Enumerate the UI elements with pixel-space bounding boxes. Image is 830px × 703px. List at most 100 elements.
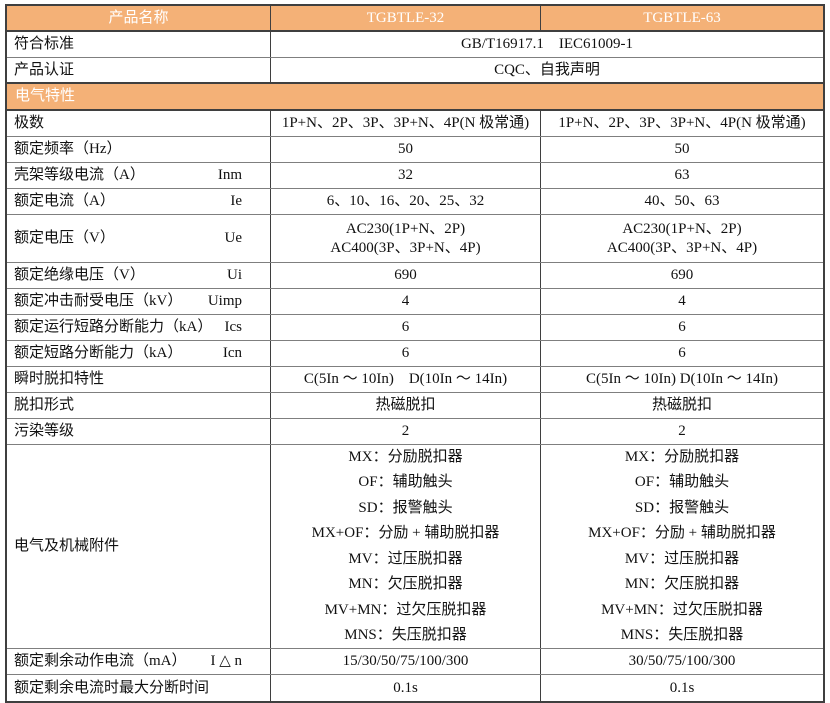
value-model-b: 2 — [540, 419, 823, 444]
certification-value: CQC、自我声明 — [270, 58, 823, 82]
accessories-list: MX：分励脱扣器 OF：辅助触头 SD：报警触头 MX+OF：分励 + 辅助脱扣… — [271, 445, 540, 648]
accessory-item: MN：欠压脱扣器 — [348, 576, 463, 593]
row-label: 额定电流（A） Ie — [7, 189, 270, 214]
spec-row-ultimate-breaking: 额定短路分断能力（kA） Icn 6 6 — [7, 341, 823, 367]
value-model-a: 6、10、16、20、25、32 — [270, 189, 540, 214]
accessory-item: MV+MN：过欠压脱扣器 — [601, 601, 763, 618]
accessories-list: MX：分励脱扣器 OF：辅助触头 SD：报警触头 MX+OF：分励 + 辅助脱扣… — [541, 445, 823, 648]
row-symbol: Icn — [222, 345, 242, 362]
certification-label: 产品认证 — [14, 61, 75, 78]
spec-row-poles: 极数 1P+N、2P、3P、3P+N、4P(N 极常通) 1P+N、2P、3P、… — [7, 111, 823, 137]
value-model-b: 30/50/75/100/300 — [540, 649, 823, 674]
row-symbol: Ie — [230, 193, 242, 210]
row-symbol: I △ n — [210, 653, 242, 670]
spec-row-impulse-voltage: 额定冲击耐受电压（kV） Uimp 4 4 — [7, 289, 823, 315]
value-model-a: 6 — [270, 341, 540, 366]
value-model-a: 690 — [270, 263, 540, 288]
row-label: 额定冲击耐受电压（kV） Uimp — [7, 289, 270, 314]
row-symbol: Ui — [227, 267, 242, 284]
value-model-a: 热磁脱扣 — [270, 393, 540, 418]
header-model-a: TGBTLE-32 — [270, 6, 540, 30]
row-label: 额定剩余电流时最大分断时间 — [7, 675, 270, 701]
accessory-item: MV：过压脱扣器 — [348, 550, 463, 567]
value-model-b: 4 — [540, 289, 823, 314]
row-label: 极数 — [7, 111, 270, 136]
spec-row-pollution-degree: 污染等级 2 2 — [7, 419, 823, 445]
standards-value: GB/T16917.1 IEC61009-1 — [270, 32, 823, 57]
certification-row: 产品认证 CQC、自我声明 — [7, 58, 823, 84]
row-label-text: 额定短路分断能力（kA） — [14, 345, 183, 362]
spec-row-frequency: 额定频率（Hz） 50 50 — [7, 137, 823, 163]
value-model-b: 热磁脱扣 — [540, 393, 823, 418]
value-model-a: 6 — [270, 315, 540, 340]
product-spec-table: 产品名称 TGBTLE-32 TGBTLE-63 符合标准 GB/T16917.… — [5, 4, 825, 703]
row-label-text: 额定剩余电流时最大分断时间 — [14, 679, 210, 696]
value-model-b: 63 — [540, 163, 823, 188]
accessory-item: SD：报警触头 — [358, 499, 453, 516]
accessory-item: MV：过压脱扣器 — [624, 550, 740, 567]
row-label: 额定剩余动作电流（mA） I △ n — [7, 649, 270, 674]
row-label-text: 极数 — [14, 115, 45, 132]
value-model-a: AC230(1P+N、2P) AC400(3P、3P+N、4P) — [270, 215, 540, 262]
spec-row-rated-current: 额定电流（A） Ie 6、10、16、20、25、32 40、50、63 — [7, 189, 823, 215]
row-symbol: Ics — [224, 319, 243, 336]
table-header-row: 产品名称 TGBTLE-32 TGBTLE-63 — [7, 6, 823, 32]
row-label: 额定频率（Hz） — [7, 137, 270, 162]
section-electrical-row: 电气特性 — [7, 84, 823, 111]
row-label: 瞬时脱扣特性 — [7, 367, 270, 392]
voltage-line-2: AC400(3P、3P+N、4P) — [606, 239, 758, 256]
row-label: 污染等级 — [7, 419, 270, 444]
value-model-b: 6 — [540, 315, 823, 340]
spec-row-residual-current: 额定剩余动作电流（mA） I △ n 15/30/50/75/100/300 3… — [7, 649, 823, 675]
value-model-b: 1P+N、2P、3P、3P+N、4P(N 极常通) — [540, 111, 823, 136]
value-model-b: 690 — [540, 263, 823, 288]
value-model-b: 50 — [540, 137, 823, 162]
row-label-text: 壳架等级电流（A） — [14, 167, 145, 184]
accessory-item: MX+OF：分励 + 辅助脱扣器 — [311, 525, 500, 542]
accessory-item: MNS：失压脱扣器 — [344, 627, 467, 644]
accessory-item: MV+MN：过欠压脱扣器 — [324, 601, 487, 618]
row-label-text: 额定频率（Hz） — [14, 141, 122, 158]
row-label-text: 额定电流（A） — [14, 193, 115, 210]
row-label-text: 瞬时脱扣特性 — [14, 371, 105, 388]
spec-row-rated-voltage: 额定电压（V） Ue AC230(1P+N、2P) AC400(3P、3P+N、… — [7, 215, 823, 263]
row-symbol: Uimp — [207, 293, 242, 310]
header-model-b: TGBTLE-63 — [540, 6, 823, 30]
accessory-item: MX+OF：分励 + 辅助脱扣器 — [588, 525, 776, 542]
voltage-line-1: AC230(1P+N、2P) — [345, 220, 466, 237]
row-label: 额定短路分断能力（kA） Icn — [7, 341, 270, 366]
value-model-b: 6 — [540, 341, 823, 366]
spec-row-breaking-time: 额定剩余电流时最大分断时间 0.1s 0.1s — [7, 675, 823, 701]
value-model-a: 15/30/50/75/100/300 — [270, 649, 540, 674]
spec-row-instant-trip: 瞬时脱扣特性 C(5In ～ 10In) D(10In ～ 14In) C(5I… — [7, 367, 823, 393]
value-model-a: 0.1s — [270, 675, 540, 701]
accessory-item: MX：分励脱扣器 — [348, 448, 463, 465]
row-label: 壳架等级电流（A） Inm — [7, 163, 270, 188]
value-model-a: 2 — [270, 419, 540, 444]
row-label: 额定绝缘电压（V） Ui — [7, 263, 270, 288]
row-symbol: Ue — [224, 230, 243, 247]
row-label-text: 额定电压（V） — [14, 230, 115, 247]
standards-row: 符合标准 GB/T16917.1 IEC61009-1 — [7, 32, 823, 58]
value-model-a: MX：分励脱扣器 OF：辅助触头 SD：报警触头 MX+OF：分励 + 辅助脱扣… — [270, 445, 540, 648]
value-model-b: 0.1s — [540, 675, 823, 701]
accessory-item: MN：欠压脱扣器 — [624, 576, 740, 593]
row-label-text: 额定绝缘电压（V） — [14, 267, 145, 284]
value-model-b: MX：分励脱扣器 OF：辅助触头 SD：报警触头 MX+OF：分励 + 辅助脱扣… — [540, 445, 823, 648]
row-label-text: 额定冲击耐受电压（kV） — [14, 293, 183, 310]
standards-label: 符合标准 — [14, 36, 75, 53]
accessory-item: MNS：失压脱扣器 — [620, 627, 744, 644]
accessory-item: OF：辅助触头 — [358, 474, 453, 491]
row-label: 额定运行短路分断能力（kA） Ics — [7, 315, 270, 340]
value-model-a: 50 — [270, 137, 540, 162]
accessory-item: OF：辅助触头 — [634, 474, 730, 491]
accessory-item: SD：报警触头 — [634, 499, 730, 516]
voltage-line-2: AC400(3P、3P+N、4P) — [330, 239, 481, 256]
accessory-item: MX：分励脱扣器 — [624, 448, 740, 465]
value-model-b: 40、50、63 — [540, 189, 823, 214]
header-product-name: 产品名称 — [108, 9, 169, 26]
voltage-line-1: AC230(1P+N、2P) — [622, 220, 742, 237]
spec-row-trip-type: 脱扣形式 热磁脱扣 热磁脱扣 — [7, 393, 823, 419]
value-model-a: 4 — [270, 289, 540, 314]
section-title: 电气特性 — [15, 88, 76, 105]
